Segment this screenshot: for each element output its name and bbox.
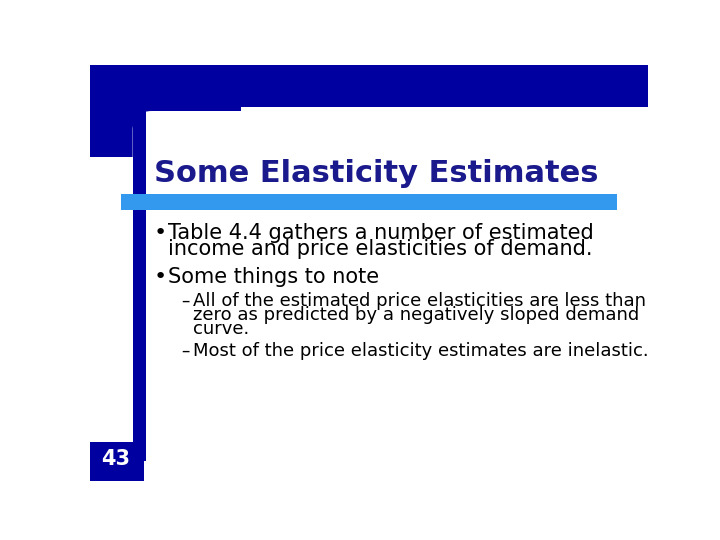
- Text: –: –: [181, 342, 190, 360]
- Bar: [90, 442, 132, 481]
- Text: Table 4.4 gathers a number of estimated: Table 4.4 gathers a number of estimated: [168, 222, 593, 242]
- Text: –: –: [181, 292, 190, 310]
- Text: Most of the price elasticity estimates are inelastic.: Most of the price elasticity estimates a…: [193, 342, 649, 360]
- Text: •: •: [153, 222, 167, 242]
- Bar: [90, 442, 144, 481]
- Text: zero as predicted by a negatively sloped demand: zero as predicted by a negatively sloped…: [193, 306, 639, 324]
- Text: curve.: curve.: [193, 320, 249, 338]
- Text: •: •: [153, 267, 167, 287]
- Bar: [90, 65, 241, 157]
- FancyBboxPatch shape: [132, 111, 640, 473]
- Bar: [121, 194, 617, 210]
- Bar: [90, 65, 648, 107]
- Text: 43: 43: [102, 449, 130, 469]
- Bar: [132, 111, 145, 461]
- Text: income and price elasticities of demand.: income and price elasticities of demand.: [168, 239, 592, 259]
- Text: Some Elasticity Estimates: Some Elasticity Estimates: [153, 159, 598, 188]
- Text: Some things to note: Some things to note: [168, 267, 379, 287]
- Text: All of the estimated price elasticities are less than: All of the estimated price elasticities …: [193, 292, 646, 310]
- Bar: [241, 107, 648, 157]
